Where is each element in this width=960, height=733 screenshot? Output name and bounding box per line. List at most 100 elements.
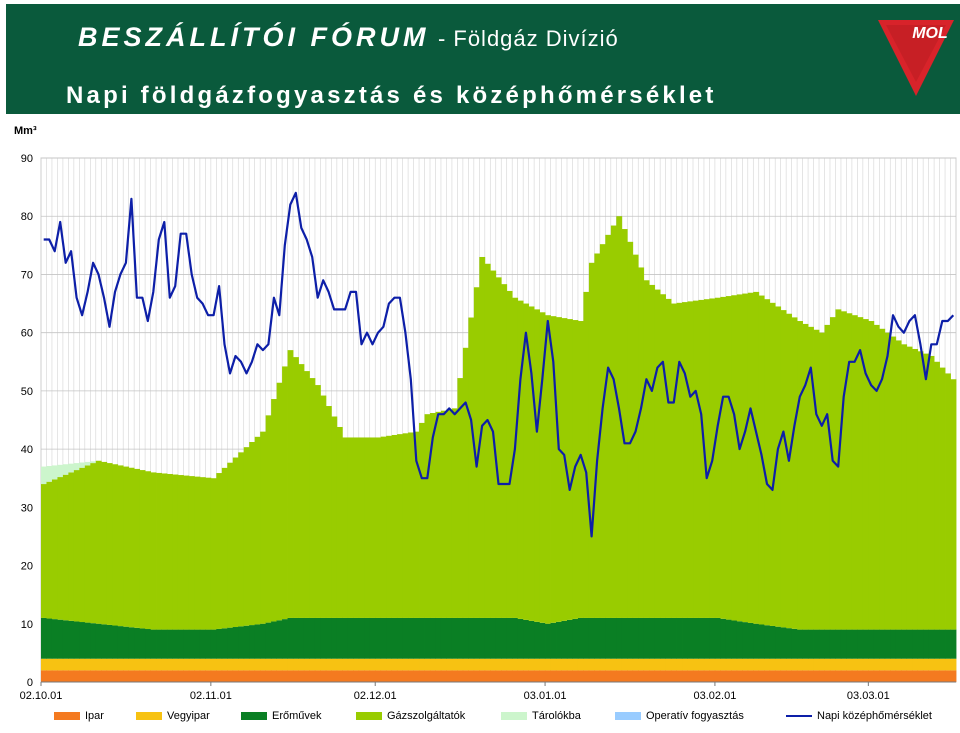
gazszolgaltatok-bar: [556, 317, 562, 622]
gazszolgaltatok-bar: [232, 457, 239, 628]
ipar-bar: [90, 670, 97, 682]
eromuvek-bar: [698, 617, 705, 659]
gazszolgaltatok-bar: [314, 385, 321, 618]
gazszolgaltatok-bar: [714, 297, 721, 618]
ipar-bar: [271, 670, 277, 682]
vegyipar-bar: [145, 658, 151, 671]
gazszolgaltatok-bar: [912, 348, 919, 630]
ipar-bar: [566, 670, 573, 682]
eromuvek-bar: [895, 629, 902, 659]
ipar-bar: [446, 670, 453, 682]
y-tick-label: 90: [21, 153, 33, 165]
eromuvek-bar: [945, 629, 951, 659]
ipar-bar: [358, 670, 365, 682]
gazszolgaltatok-bar: [545, 315, 551, 624]
ipar-bar: [709, 670, 716, 682]
vegyipar-bar: [342, 658, 349, 671]
gazszolgaltatok-bar: [188, 476, 195, 630]
eromuvek-bar: [210, 629, 217, 659]
ipar-bar: [57, 670, 64, 682]
gazszolgaltatok-bar: [632, 254, 639, 618]
gazszolgaltatok-bar: [95, 460, 102, 624]
vegyipar-bar: [134, 658, 141, 671]
gazszolgaltatok-bar: [901, 344, 908, 630]
ipar-bar: [112, 670, 119, 682]
vegyipar-bar: [517, 658, 524, 671]
vegyipar-bar: [293, 658, 299, 671]
vegyipar-bar: [791, 658, 798, 671]
ipar-bar: [145, 670, 151, 682]
vegyipar-bar: [846, 658, 853, 671]
ipar-bar: [314, 670, 321, 682]
gazszolgaltatok-bar: [473, 287, 480, 618]
vegyipar-bar: [440, 658, 447, 671]
ipar-bar: [736, 670, 743, 682]
ipar-bar: [786, 670, 793, 682]
vegyipar-bar: [813, 658, 820, 671]
gazszolgaltatok-bar: [725, 296, 732, 620]
vegyipar-bar: [939, 658, 946, 671]
gazszolgaltatok-bar: [731, 295, 738, 621]
vegyipar-bar: [451, 658, 458, 671]
eromuvek-bar: [506, 617, 513, 659]
eromuvek-bar: [194, 629, 201, 659]
eromuvek-bar: [725, 619, 732, 659]
eromuvek-bar: [610, 617, 617, 659]
vegyipar-bar: [79, 658, 86, 671]
eromuvek-bar: [183, 629, 190, 659]
vegyipar-bar: [123, 658, 130, 671]
ipar-bar: [243, 670, 250, 682]
gazszolgaltatok-bar: [57, 477, 64, 620]
ipar-bar: [172, 670, 179, 682]
eromuvek-bar: [419, 617, 425, 659]
gazszolgaltatok-bar: [293, 357, 299, 618]
legend-label: Tárolókba: [532, 710, 581, 722]
vegyipar-bar: [534, 658, 540, 671]
eromuvek-bar: [769, 625, 776, 659]
vegyipar-bar: [665, 658, 672, 671]
gazszolgaltatok-bar: [462, 347, 469, 618]
eromuvek-bar: [534, 621, 540, 659]
vegyipar-bar: [446, 658, 453, 671]
eromuvek-bar: [572, 618, 579, 659]
gazszolgaltatok-bar: [68, 472, 75, 621]
vegyipar-bar: [199, 658, 206, 671]
eromuvek-bar: [840, 629, 847, 659]
vegyipar-bar: [424, 658, 431, 671]
gazszolgaltatok-bar: [391, 434, 398, 618]
eromuvek-bar: [901, 629, 908, 659]
eromuvek-bar: [731, 620, 738, 659]
legend-label: Erőművek: [272, 710, 322, 722]
legend-swatch: [241, 712, 267, 721]
eromuvek-bar: [402, 617, 409, 659]
title-sub: - Földgáz Divízió: [437, 26, 619, 51]
eromuvek-bar: [369, 617, 376, 659]
ipar-bar: [41, 670, 47, 682]
vegyipar-bar: [588, 658, 595, 671]
eromuvek-bar: [665, 617, 672, 659]
gazszolgaltatok-bar: [649, 284, 656, 618]
eromuvek-bar: [934, 629, 940, 659]
tarolokba-bar: [51, 465, 58, 480]
ipar-bar: [873, 670, 880, 682]
vegyipar-bar: [786, 658, 793, 671]
ipar-bar: [501, 670, 508, 682]
eromuvek-bar: [479, 617, 486, 659]
line-layer: [43, 191, 955, 538]
legend-item: Vegyipar: [136, 710, 210, 726]
gazszolgaltatok-bar: [813, 329, 820, 630]
eromuvek-bar: [917, 629, 924, 659]
x-tick-label: 02.10.01: [20, 690, 63, 702]
gazszolgaltatok-bar: [950, 379, 957, 630]
vegyipar-bar: [254, 658, 261, 671]
vegyipar-bar: [594, 658, 601, 671]
gazszolgaltatok-bar: [720, 296, 727, 619]
ipar-bar: [605, 670, 612, 682]
gazszolgaltatok-bar: [501, 284, 508, 618]
gazszolgaltatok-bar: [610, 225, 617, 618]
gazszolgaltatok-bar: [90, 463, 97, 624]
gazszolgaltatok-bar: [320, 395, 327, 618]
vegyipar-bar: [325, 658, 332, 671]
ipar-bar: [824, 670, 831, 682]
gazszolgaltatok-bar: [512, 297, 519, 618]
